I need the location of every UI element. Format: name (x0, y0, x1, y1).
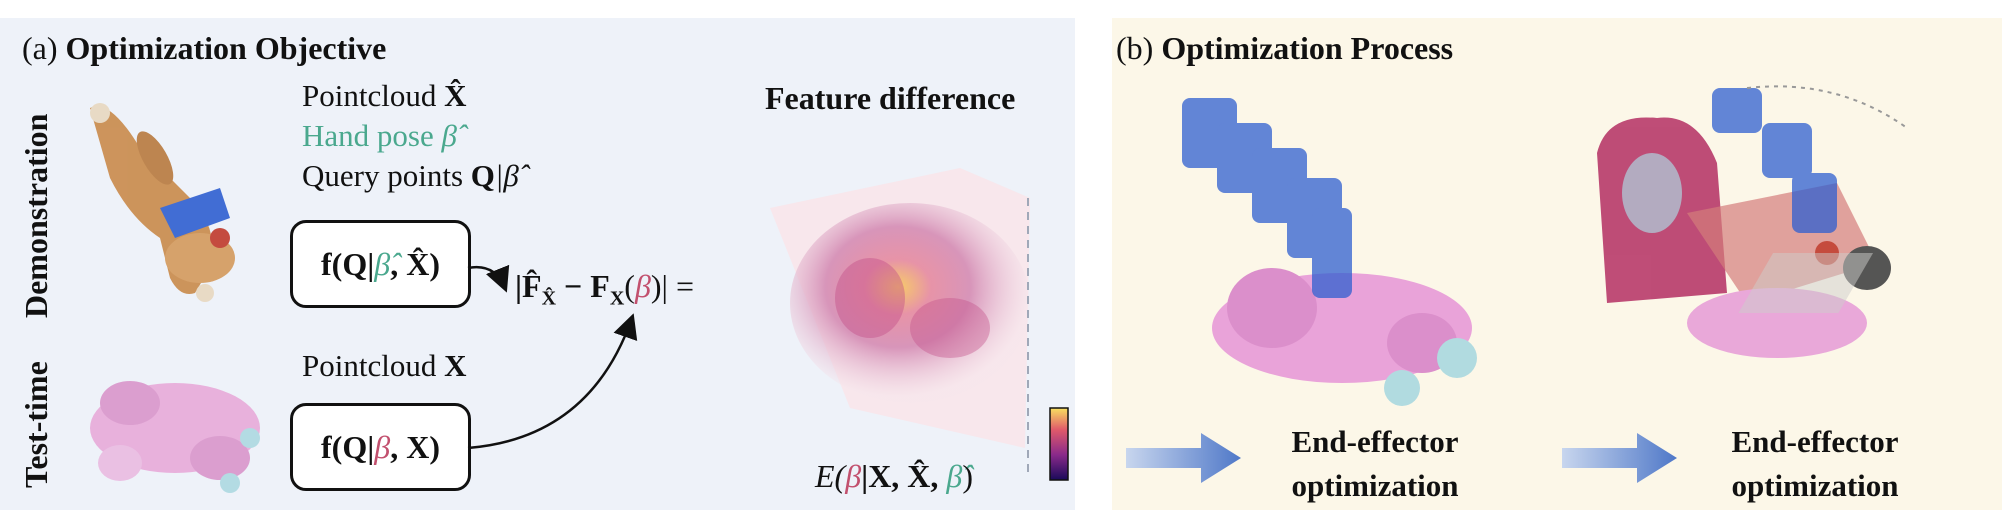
step1-label: End-effector optimization (1291, 424, 1459, 503)
feature-difference-heatmap (770, 168, 1069, 481)
colorbar (1049, 407, 1069, 481)
panel-optimization-objective: (a) Optimization Objective Demonstration… (0, 18, 1075, 510)
process-arrow-1 (1126, 433, 1241, 483)
test-pointcloud-image (90, 381, 260, 493)
demo-pointcloud-label: Pointcloud X̂ (302, 78, 467, 113)
panel-optimization-process: (b) Optimization Process (1112, 18, 2002, 510)
optimization-scene-1 (1182, 98, 1477, 406)
demo-query-label: Query points Q|β̂ (302, 158, 519, 193)
connector-arrows (467, 264, 638, 450)
optimization-scene-2 (1597, 85, 1908, 358)
demo-pointcloud-image (90, 103, 235, 302)
energy-expression: E(β|X, X̂, β̂) (815, 458, 973, 494)
arrow-test-to-diff (467, 313, 638, 450)
demo-handpose-label: Hand pose β̂ (302, 118, 457, 153)
step2-label: End-effector optimization (1731, 424, 1899, 503)
panel-b-title: (b) Optimization Process (1116, 30, 1454, 66)
panel-a-title: (a) Optimization Objective (22, 30, 387, 66)
feature-difference-expression: |F̂X̂ − FX(β)| = (515, 268, 694, 310)
demo-feature-box: f(Q| β̂, X̂) (290, 220, 471, 308)
test-pointcloud-label: Pointcloud X (302, 348, 467, 383)
arrow-demo-to-diff (467, 264, 510, 293)
process-arrow-2 (1562, 433, 1677, 483)
feature-difference-title: Feature difference (765, 80, 1016, 116)
test-feature-box: f(Q| β, X) (290, 403, 471, 491)
